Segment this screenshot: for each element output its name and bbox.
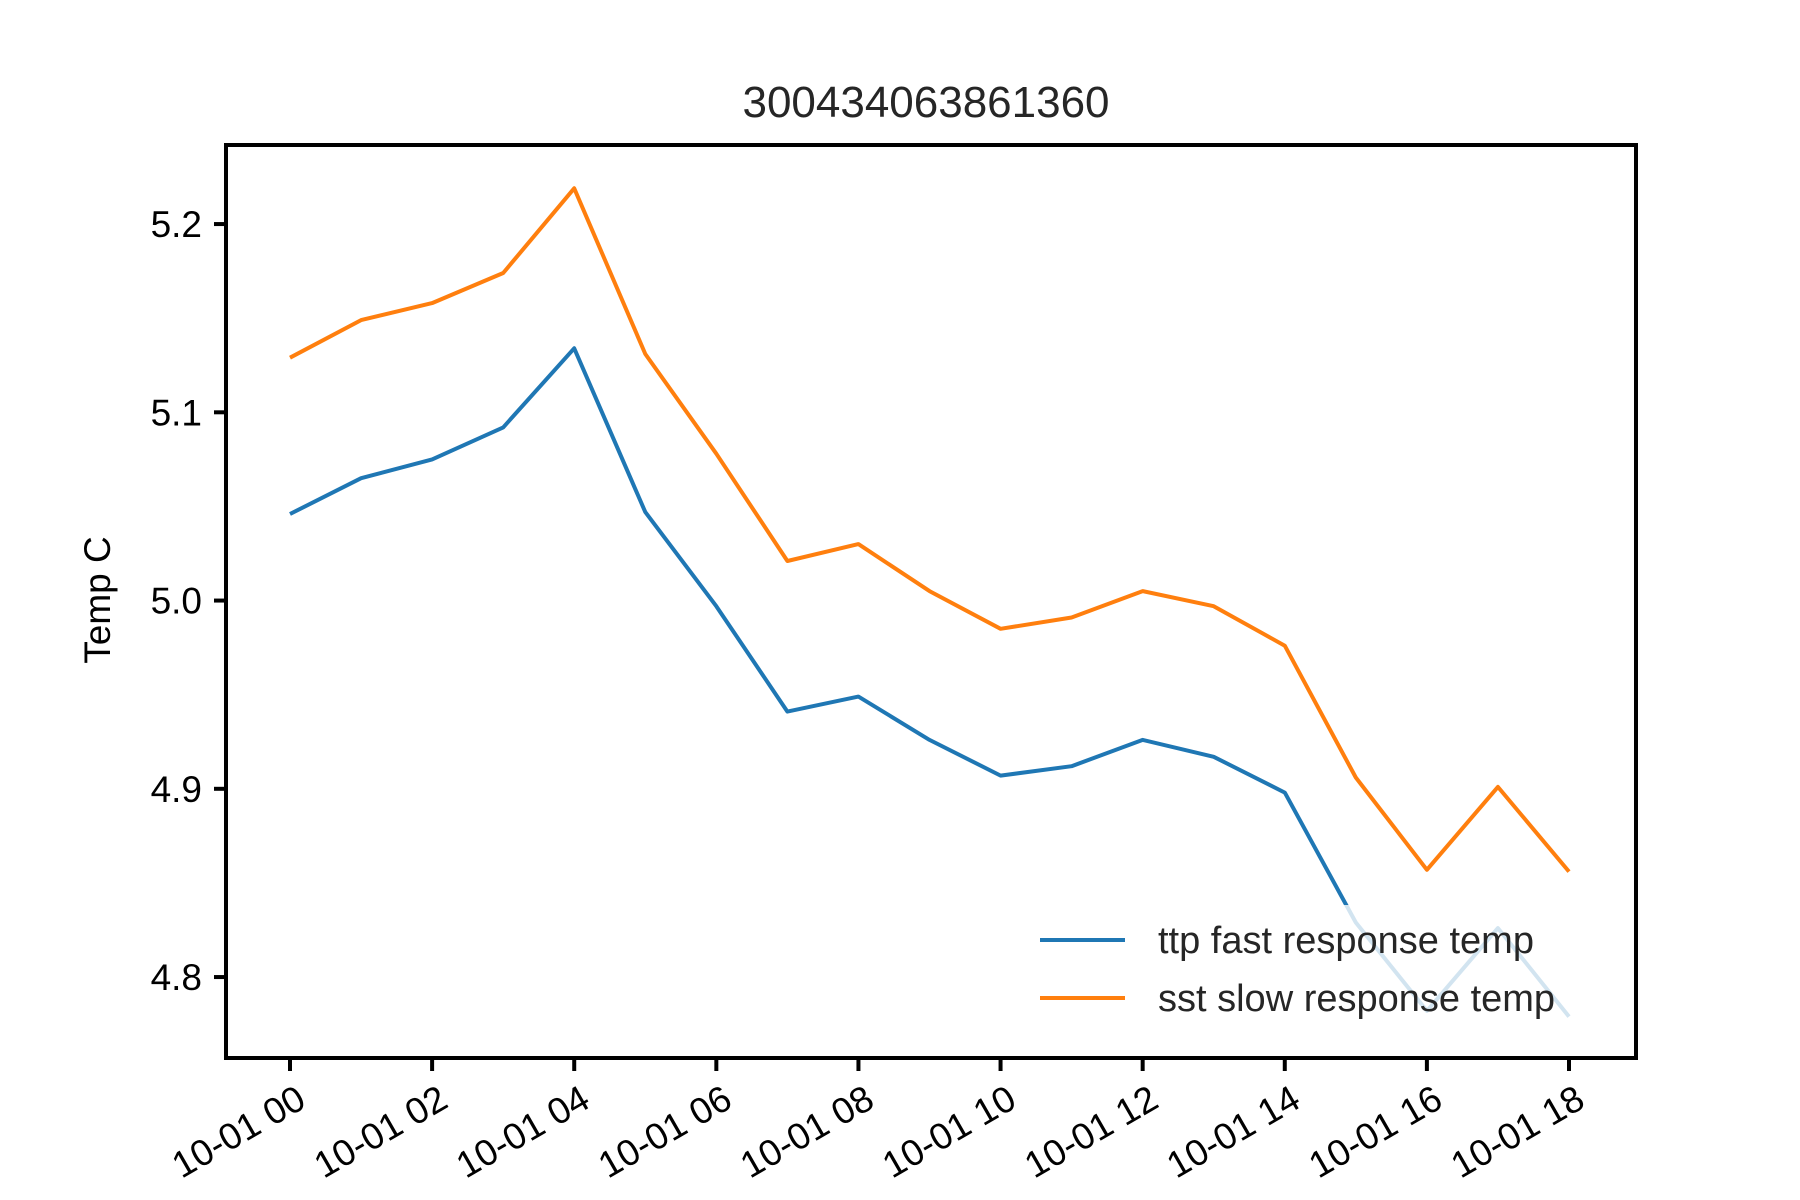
y-tick-label: 5.2 bbox=[151, 204, 202, 245]
x-tick-label: 10-01 14 bbox=[1160, 1077, 1307, 1186]
x-tick-label: 10-01 00 bbox=[165, 1077, 312, 1186]
y-tick-label: 5.0 bbox=[151, 581, 202, 622]
y-axis-label: Temp C bbox=[77, 536, 118, 663]
x-tick-label: 10-01 12 bbox=[1018, 1077, 1165, 1186]
plot-lines bbox=[289, 186, 1571, 1018]
x-tick-label: 10-01 16 bbox=[1302, 1077, 1449, 1186]
y-tick-label: 5.1 bbox=[151, 392, 202, 433]
legend-label-sst: sst slow response temp bbox=[1158, 978, 1555, 1020]
y-axis: 4.8 4.9 5.0 5.1 5.2 bbox=[151, 204, 226, 998]
x-tick-label: 10-01 06 bbox=[591, 1077, 738, 1186]
legend-box bbox=[1015, 905, 1620, 1040]
x-tick-label: 10-01 18 bbox=[1444, 1077, 1591, 1186]
chart-title: 300434063861360 bbox=[742, 78, 1109, 127]
legend: ttp fast response temp sst slow response… bbox=[1015, 905, 1620, 1040]
legend-label-ttp: ttp fast response temp bbox=[1158, 920, 1534, 962]
x-tick-label: 10-01 04 bbox=[449, 1077, 596, 1186]
y-tick-label: 4.8 bbox=[151, 957, 202, 998]
x-tick-label: 10-01 02 bbox=[307, 1077, 454, 1186]
y-tick-label: 4.9 bbox=[151, 769, 202, 810]
x-tick-label: 10-01 10 bbox=[876, 1077, 1023, 1186]
series-line-1 bbox=[289, 186, 1571, 873]
x-tick-label: 10-01 08 bbox=[733, 1077, 880, 1186]
